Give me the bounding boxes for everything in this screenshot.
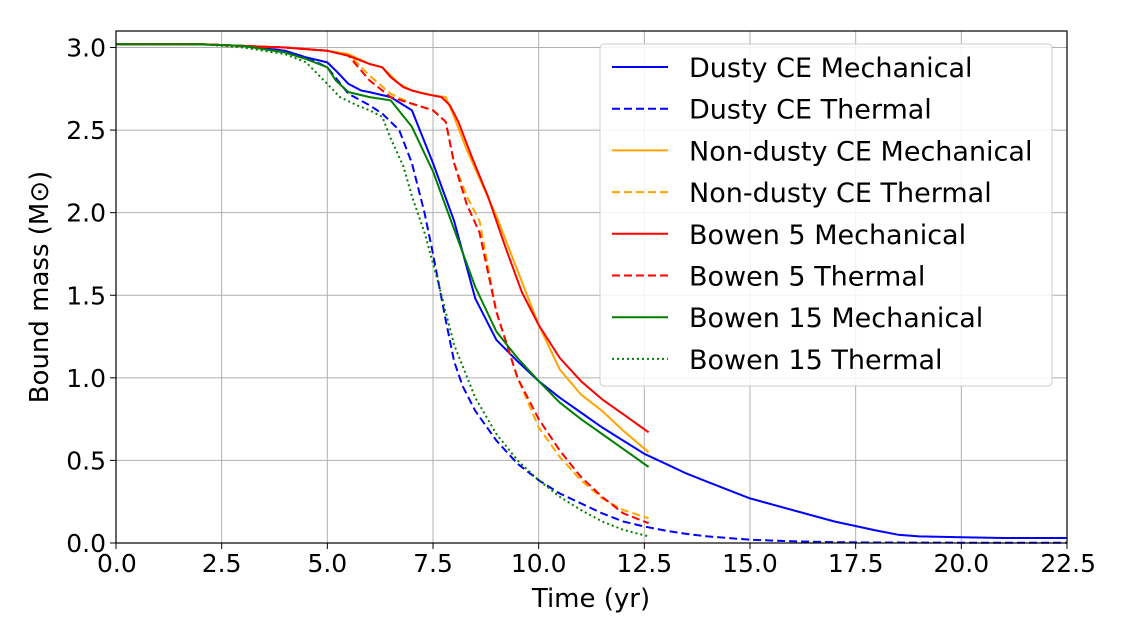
y-axis-ticks: 0.0 0.5 1.0 1.5 2.0 2.5 3.0 bbox=[66, 34, 116, 558]
x-tick-label: 0.0 bbox=[97, 549, 137, 578]
x-tick-label: 5.0 bbox=[307, 549, 347, 578]
y-tick-label: 3.0 bbox=[66, 34, 106, 63]
legend-label: Bowen 5 Mechanical bbox=[689, 220, 966, 251]
y-tick-label: 0.0 bbox=[66, 529, 106, 558]
series-lines bbox=[116, 43, 1067, 544]
y-tick-label: 2.5 bbox=[66, 116, 106, 145]
series-line-non-dusty-ce-mechanical bbox=[116, 43, 650, 453]
legend: Dusty CE Mechanical Dusty CE Thermal Non-d… bbox=[599, 43, 1053, 387]
series-line-bowen-5-mechanical bbox=[116, 43, 650, 434]
y-tick-label: 1.5 bbox=[66, 281, 106, 310]
series-line-bowen-15-thermal bbox=[116, 43, 649, 538]
legend-label: Dusty CE Thermal bbox=[689, 95, 932, 126]
plot-frame bbox=[115, 30, 1068, 544]
x-tick-label: 12.5 bbox=[616, 549, 672, 578]
x-axis-label: Time (yr) bbox=[531, 584, 650, 614]
legend-box bbox=[599, 43, 1053, 387]
x-tick-label: 2.5 bbox=[202, 549, 242, 578]
y-axis-label: Bound mass (M⊙) bbox=[25, 171, 55, 404]
series-line-dusty-ce-thermal bbox=[116, 43, 1067, 544]
series-line-bowen-15-mechanical bbox=[116, 43, 650, 468]
x-tick-label: 22.5 bbox=[1040, 549, 1096, 578]
series-line-non-dusty-ce-thermal bbox=[116, 43, 649, 520]
x-tick-label: 7.5 bbox=[413, 549, 453, 578]
legend-label: Bowen 15 Thermal bbox=[689, 345, 943, 376]
x-tick-label: 17.5 bbox=[828, 549, 884, 578]
y-tick-label: 1.0 bbox=[66, 364, 106, 393]
x-axis-ticks: 0.0 2.5 5.0 7.5 10.0 12.5 15.0 17.5 20.0 22.5 bbox=[97, 543, 1096, 578]
legend-label: Non-dusty CE Mechanical bbox=[689, 136, 1032, 167]
x-tick-label: 20.0 bbox=[933, 549, 989, 578]
legend-label: Non-dusty CE Thermal bbox=[689, 178, 992, 209]
series-line-bowen-5-thermal bbox=[116, 43, 649, 525]
legend-label: Bowen 5 Thermal bbox=[689, 262, 925, 293]
legend-label: Dusty CE Mechanical bbox=[689, 53, 973, 84]
x-tick-label: 15.0 bbox=[722, 549, 778, 578]
legend-label: Bowen 15 Mechanical bbox=[689, 303, 983, 334]
y-tick-label: 0.5 bbox=[66, 446, 106, 475]
x-tick-label: 10.0 bbox=[511, 549, 567, 578]
y-tick-label: 2.0 bbox=[66, 199, 106, 228]
